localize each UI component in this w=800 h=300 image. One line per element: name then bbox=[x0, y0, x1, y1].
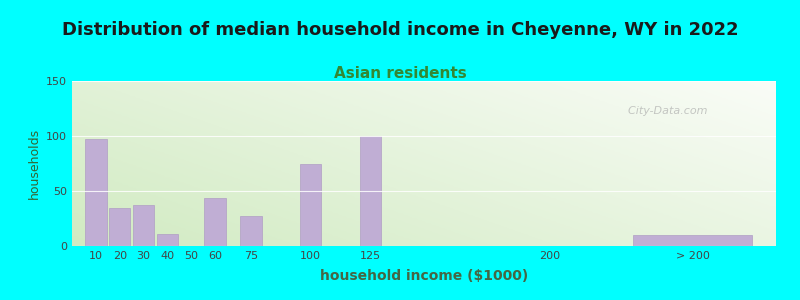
Bar bbox=[240, 216, 262, 246]
Text: City-Data.com: City-Data.com bbox=[621, 106, 708, 116]
Bar bbox=[359, 136, 381, 246]
Bar bbox=[300, 164, 322, 246]
Bar bbox=[109, 208, 130, 246]
Bar bbox=[157, 234, 178, 246]
Bar bbox=[133, 205, 154, 246]
Y-axis label: households: households bbox=[27, 128, 41, 199]
Text: Asian residents: Asian residents bbox=[334, 66, 466, 81]
X-axis label: household income ($1000): household income ($1000) bbox=[320, 269, 528, 283]
Bar bbox=[85, 139, 106, 246]
Text: Distribution of median household income in Cheyenne, WY in 2022: Distribution of median household income … bbox=[62, 21, 738, 39]
Bar bbox=[205, 198, 226, 246]
Bar bbox=[633, 235, 752, 246]
